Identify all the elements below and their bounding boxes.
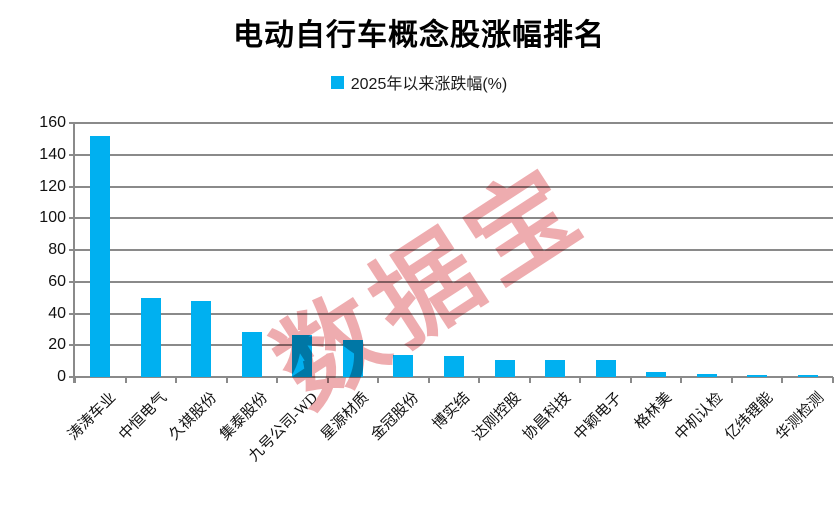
bar — [595, 360, 616, 377]
bar — [292, 334, 313, 377]
y-axis-tick — [69, 217, 75, 220]
x-tick-label: 涛涛车业 — [65, 389, 120, 444]
y-axis-tick — [69, 185, 75, 188]
x-axis-tick — [326, 377, 329, 383]
x-axis-tick — [225, 377, 228, 383]
x-axis-tick — [832, 377, 834, 383]
y-axis-tick — [69, 312, 75, 315]
x-tick-label: 中颖电子 — [571, 389, 625, 444]
gridline — [75, 249, 833, 251]
x-tick-label: 星源材质 — [318, 389, 373, 444]
gridline — [75, 312, 833, 315]
x-tick-label: 金冠股份 — [368, 389, 423, 444]
y-axis-tick — [69, 280, 75, 283]
bar — [393, 354, 414, 377]
y-axis-line — [73, 123, 75, 383]
bar — [545, 359, 566, 377]
x-axis-tick — [124, 377, 127, 383]
bar — [342, 339, 363, 377]
bar — [241, 331, 262, 377]
gridline — [75, 344, 833, 347]
x-axis-tick — [528, 377, 531, 383]
y-tick-label: 120 — [39, 177, 66, 195]
y-tick-label: 100 — [39, 209, 66, 227]
bar — [797, 374, 818, 377]
gridline — [75, 153, 833, 156]
y-tick-label: 160 — [39, 114, 66, 131]
x-axis-line — [75, 376, 833, 378]
x-axis-tick — [74, 377, 76, 383]
y-axis-tick — [69, 122, 75, 124]
legend-marker-icon — [330, 75, 344, 89]
gridline — [75, 280, 833, 283]
bar — [140, 298, 161, 377]
x-axis-tick — [730, 377, 733, 383]
legend-label: 2025年以来涨跌幅(%) — [350, 76, 508, 93]
x-tick-label: 华测检测 — [773, 389, 827, 444]
x-axis-tick — [427, 377, 430, 383]
y-tick-label: 80 — [48, 241, 66, 258]
x-tick-label: 亿纬锂能 — [722, 389, 777, 444]
x-tick-label: 中恒电气 — [116, 389, 170, 444]
x-axis-tick — [680, 377, 683, 383]
x-tick-label: 格林美 — [632, 389, 676, 433]
bar — [747, 374, 768, 377]
bar — [444, 356, 464, 377]
x-tick-label: 达刚控股 — [469, 389, 524, 444]
gridline — [75, 122, 833, 124]
bar — [494, 359, 515, 377]
bar — [191, 300, 212, 377]
x-axis-tick — [377, 377, 380, 383]
gridline — [75, 217, 833, 220]
x-axis-tick — [276, 377, 279, 383]
x-tick-label: 协昌科技 — [520, 389, 575, 444]
y-axis-tick — [69, 153, 75, 156]
y-tick-label: 140 — [39, 145, 66, 163]
x-axis-tick — [478, 377, 481, 383]
bar — [90, 135, 111, 377]
bar — [646, 372, 667, 377]
x-axis-tick — [579, 377, 582, 383]
x-axis-tick — [175, 377, 178, 383]
x-tick-label: 久祺股份 — [166, 389, 221, 444]
x-tick-label: 中机认检 — [672, 389, 726, 444]
y-axis-tick — [69, 376, 75, 378]
chart-title: 电动自行车概念股涨幅排名 — [233, 19, 605, 52]
bar — [696, 373, 717, 377]
y-axis-tick — [69, 249, 75, 251]
y-axis-tick — [69, 344, 75, 347]
y-tick-label: 40 — [48, 304, 66, 322]
x-axis-tick — [629, 377, 632, 383]
legend: 2025年以来涨跌幅(%) — [0, 70, 838, 94]
x-axis-tick — [781, 377, 784, 383]
gridline — [75, 185, 833, 188]
y-tick-label: 0 — [57, 368, 66, 385]
y-tick-label: 60 — [48, 272, 66, 290]
y-tick-label: 20 — [48, 336, 66, 354]
x-tick-label: 博实结 — [429, 389, 474, 433]
